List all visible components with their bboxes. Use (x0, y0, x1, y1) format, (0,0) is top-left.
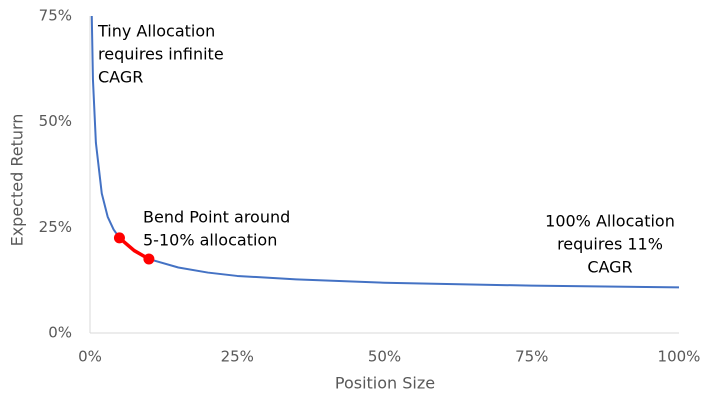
highlight-point (113, 232, 125, 244)
annotation: CAGR (98, 68, 143, 87)
annotation: 5-10% allocation (143, 231, 277, 250)
annotation: 100% Allocation (545, 212, 675, 231)
annotation: requires 11% (557, 235, 663, 254)
y-tick-label: 25% (39, 218, 72, 236)
annotation: CAGR (587, 258, 632, 277)
annotation: requires infinite (98, 45, 224, 64)
y-axis-title: Expected Return (8, 114, 27, 247)
highlight-point (143, 253, 155, 265)
x-tick-label: 100% (658, 348, 701, 366)
x-tick-label: 75% (515, 348, 548, 366)
x-tick-label: 0% (78, 348, 102, 366)
annotation: Bend Point around (143, 208, 290, 227)
highlight-line (118, 236, 150, 261)
x-axis-title: Position Size (335, 374, 435, 393)
x-tick-label: 25% (221, 348, 254, 366)
y-tick-label: 75% (39, 7, 72, 25)
annotation: Tiny Allocation (97, 22, 215, 41)
x-tick-label: 50% (368, 348, 401, 366)
y-tick-label: 0% (48, 324, 72, 342)
y-tick-label: 50% (39, 112, 72, 130)
